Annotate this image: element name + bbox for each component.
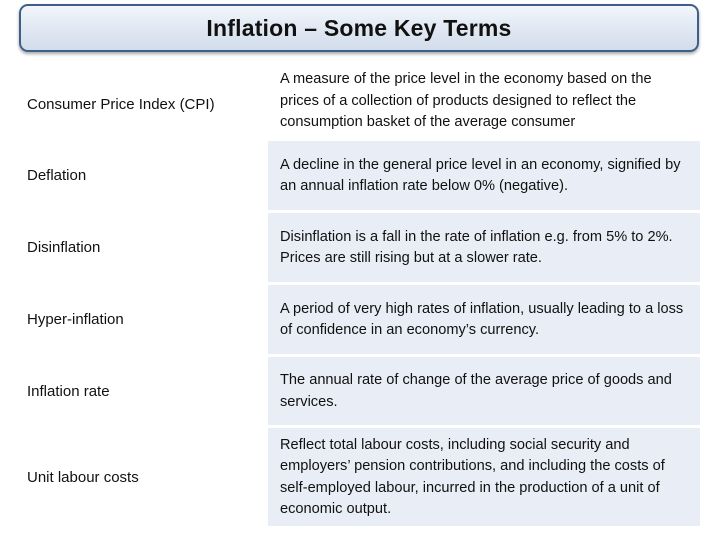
title-banner: Inflation – Some Key Terms: [19, 4, 699, 52]
table-row: Deflation A decline in the general price…: [20, 138, 700, 210]
table-row: Inflation rate The annual rate of change…: [20, 354, 700, 425]
definition-cell: A measure of the price level in the econ…: [266, 64, 700, 138]
definition-cell: A decline in the general price level in …: [266, 141, 700, 210]
definition-cell: Reflect total labour costs, including so…: [266, 428, 700, 526]
definition-cell: The annual rate of change of the average…: [266, 357, 700, 425]
term-cell: Hyper-inflation: [20, 285, 266, 354]
table-row: Hyper-inflation A period of very high ra…: [20, 282, 700, 354]
term-cell: Disinflation: [20, 213, 266, 282]
key-terms-table: Consumer Price Index (CPI) A measure of …: [20, 64, 700, 526]
term-cell: Unit labour costs: [20, 428, 266, 526]
page-title: Inflation – Some Key Terms: [206, 14, 512, 41]
table-row: Unit labour costs Reflect total labour c…: [20, 425, 700, 526]
table-row: Consumer Price Index (CPI) A measure of …: [20, 64, 700, 138]
table-row: Disinflation Disinflation is a fall in t…: [20, 210, 700, 282]
term-cell: Inflation rate: [20, 357, 266, 425]
term-cell: Consumer Price Index (CPI): [20, 64, 266, 138]
definition-cell: A period of very high rates of inflation…: [266, 285, 700, 354]
definition-cell: Disinflation is a fall in the rate of in…: [266, 213, 700, 282]
term-cell: Deflation: [20, 141, 266, 210]
